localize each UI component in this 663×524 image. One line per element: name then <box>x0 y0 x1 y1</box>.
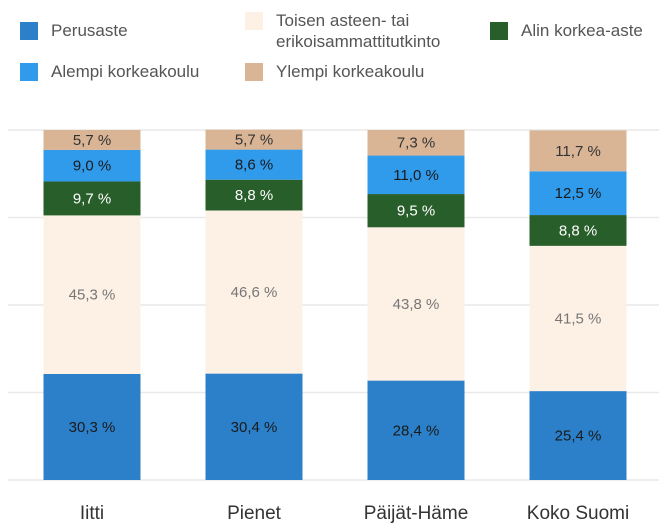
bar-segment <box>367 194 465 228</box>
value-label: 7,3 % <box>397 135 435 152</box>
value-label: 8,6 % <box>235 157 273 174</box>
x-tick-label: Päijät-Häme <box>364 503 469 524</box>
value-label: 5,7 % <box>73 132 111 149</box>
value-label: 9,5 % <box>397 203 435 220</box>
bar-segment <box>529 130 627 172</box>
bar-segment <box>205 373 303 480</box>
value-label: 45,3 % <box>69 287 116 304</box>
x-tick-label: Koko Suomi <box>527 503 629 524</box>
bar-segment <box>43 373 141 480</box>
legend-swatch <box>245 12 263 30</box>
value-label: 12,5 % <box>555 185 602 202</box>
legend-swatch <box>20 63 38 81</box>
bar-segment <box>529 391 627 480</box>
value-label: 30,4 % <box>231 419 278 436</box>
legend-swatch <box>20 22 38 40</box>
legend-item: Alin korkea-aste <box>490 20 643 41</box>
bar-segment <box>367 130 465 156</box>
bar-segment <box>529 215 627 246</box>
value-label: 8,8 % <box>559 222 597 239</box>
bar-segment <box>367 155 465 195</box>
legend-label: Ylempi korkeakoulu <box>276 62 425 81</box>
value-label: 43,8 % <box>393 296 440 313</box>
bar-segment <box>43 215 141 374</box>
legend-label: Perusaste <box>51 21 128 40</box>
legend-label: Alin korkea-aste <box>521 21 643 40</box>
bar-segment <box>43 130 141 150</box>
bar-segment <box>529 171 627 216</box>
x-tick-label: Iitti <box>80 503 104 524</box>
bar-segment <box>529 245 627 392</box>
value-label: 8,8 % <box>235 187 273 204</box>
value-label: 46,6 % <box>231 284 278 301</box>
bar-segment <box>43 149 141 182</box>
legend-label: Toisen asteen- tai erikoisammattitutkint… <box>276 11 441 51</box>
legend-item: Alempi korkeakoulu <box>20 61 199 82</box>
value-label: 11,0 % <box>393 167 439 184</box>
value-label: 28,4 % <box>393 422 440 439</box>
legend-item: Toisen asteen- tai erikoisammattitutkint… <box>245 10 481 52</box>
x-tick-label: Pienet <box>227 503 282 524</box>
bar-segment <box>367 227 465 381</box>
bar-segment <box>205 179 303 211</box>
legend-swatch <box>490 22 508 40</box>
bar-segment <box>205 210 303 374</box>
value-label: 9,0 % <box>73 158 111 175</box>
legend-item: Ylempi korkeakoulu <box>245 61 424 82</box>
legend-label: Alempi korkeakoulu <box>51 62 200 81</box>
value-label: 9,7 % <box>73 190 111 207</box>
bar-segment <box>205 149 303 180</box>
value-label: 41,5 % <box>555 310 602 327</box>
value-label: 30,3 % <box>69 419 116 436</box>
legend-item: Perusaste <box>20 20 128 41</box>
bar-segment <box>205 129 303 150</box>
bar-segment <box>43 181 141 216</box>
value-label: 25,4 % <box>555 428 602 445</box>
legend-swatch <box>245 63 263 81</box>
value-label: 11,7 % <box>555 143 601 160</box>
bar-segment <box>367 380 465 480</box>
value-label: 5,7 % <box>235 132 273 149</box>
